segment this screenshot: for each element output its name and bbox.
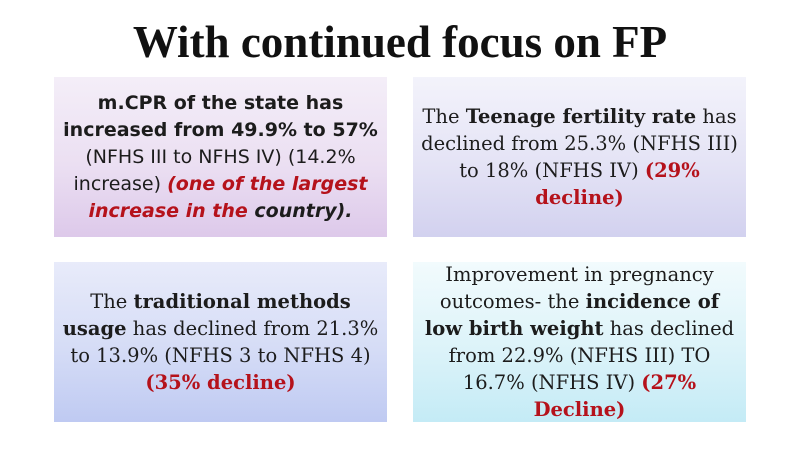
pregnancy-outcomes-text: Improvement in pregnancy outcomes- the i… (419, 261, 740, 423)
traditional-methods-box: The traditional methods usage has declin… (54, 262, 387, 422)
page-title: With continued focus on FP (132, 17, 668, 67)
traditional-highlight: traditional methods usage (62, 290, 351, 340)
mcpr-highlight: m.CPR of the state has increased from 49… (63, 91, 378, 141)
pregnancy-highlight: incidence of low birth weight (424, 290, 720, 340)
pregnancy-prefix: Improvement in pregnancy outcomes- the (439, 263, 714, 313)
mcpr-note-end: country). (247, 199, 353, 222)
mcpr-detail: (NFHS III to NFHS IV) (14.2% increase) (73, 145, 356, 195)
pregnancy-detail: has declined from 22.9% (NFHS III) TO 16… (448, 317, 735, 394)
teenage-fertility-text: The Teenage fertility rate has declined … (419, 103, 740, 211)
traditional-decline: (35% decline) (145, 371, 296, 394)
pregnancy-outcomes-box: Improvement in pregnancy outcomes- the i… (413, 262, 746, 422)
teenage-detail: has declined from 25.3% (NFHS III) to 18… (421, 105, 738, 182)
mcpr-note: (one of the largest increase in the (88, 172, 368, 222)
mcpr-text: m.CPR of the state has increased from 49… (60, 90, 381, 225)
teenage-prefix: The (422, 105, 466, 128)
traditional-methods-text: The traditional methods usage has declin… (60, 288, 381, 396)
pregnancy-decline: (27% Decline) (533, 371, 697, 421)
traditional-detail: has declined from 21.3% to 13.9% (NFHS 3… (70, 317, 379, 367)
teenage-decline: (29% decline) (535, 159, 700, 209)
traditional-prefix: The (90, 290, 134, 313)
teenage-highlight: Teenage fertility rate (465, 105, 697, 128)
teenage-fertility-box: The Teenage fertility rate has declined … (413, 77, 746, 237)
mcpr-box: m.CPR of the state has increased from 49… (54, 77, 387, 237)
